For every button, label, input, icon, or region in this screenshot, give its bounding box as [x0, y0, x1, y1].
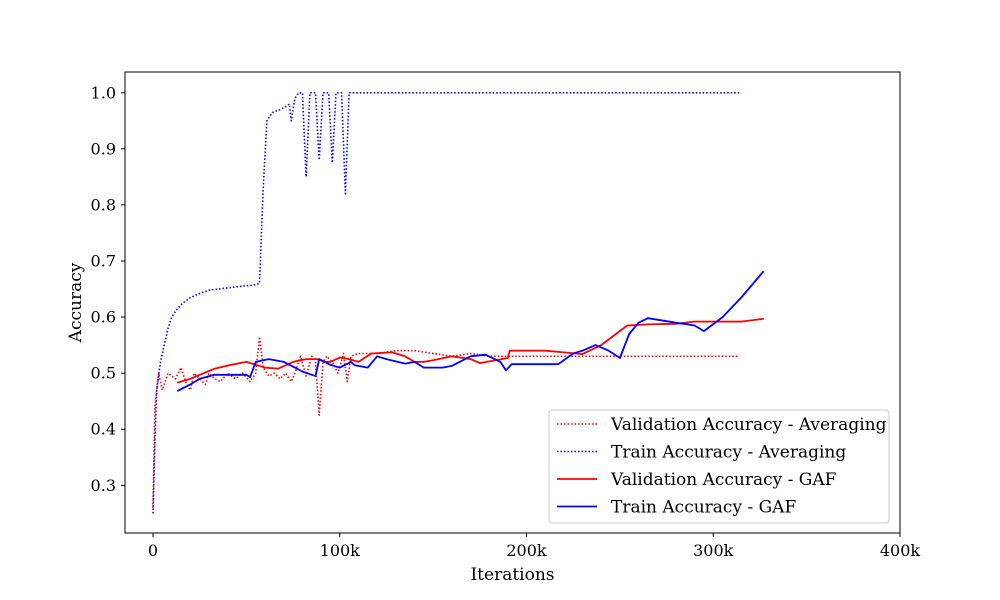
y-tick-label: 0.5 — [91, 364, 116, 383]
x-tick-label: 100k — [320, 541, 361, 560]
y-tick-label: 0.4 — [91, 420, 116, 439]
plot-frame — [124, 71, 901, 534]
series-train-accuracy-averaging — [152, 92, 740, 514]
y-tick-label: 0.3 — [91, 476, 116, 495]
legend: Validation Accuracy - Averaging Train Acc… — [548, 409, 890, 524]
y-tick-label: 0.7 — [91, 251, 116, 270]
x-tick-label: 0 — [148, 541, 158, 560]
series-validation-accuracy-averaging — [152, 335, 740, 508]
legend-label-train-accuracy-averaging: Train Accuracy - Averaging — [611, 443, 846, 463]
y-tick-label: 0.8 — [91, 195, 116, 214]
series-validation-accuracy-gaf — [177, 317, 764, 384]
y-tick-label: 1.0 — [91, 83, 116, 102]
y-tick-label: 0.6 — [91, 308, 116, 327]
x-axis-label: Iterations — [470, 565, 554, 585]
x-axis-ticks: 0 100k 200k 300k 400k — [148, 533, 921, 560]
legend-label-validation-accuracy-averaging: Validation Accuracy - Averaging — [610, 415, 887, 435]
y-axis-ticks: 0.3 0.4 0.5 0.6 0.7 0.8 0.9 1.0 — [91, 83, 125, 495]
legend-label-train-accuracy-gaf: Train Accuracy - GAF — [611, 498, 796, 518]
x-tick-label: 200k — [506, 541, 547, 560]
y-axis-label: Accuracy — [66, 262, 86, 343]
x-tick-label: 300k — [693, 541, 734, 560]
x-tick-label: 400k — [880, 541, 921, 560]
legend-label-validation-accuracy-gaf: Validation Accuracy - GAF — [610, 470, 837, 490]
series-train-accuracy-gaf — [176, 270, 765, 392]
series-layer — [152, 92, 765, 514]
y-tick-label: 0.9 — [91, 139, 116, 158]
legend-box — [548, 409, 890, 524]
